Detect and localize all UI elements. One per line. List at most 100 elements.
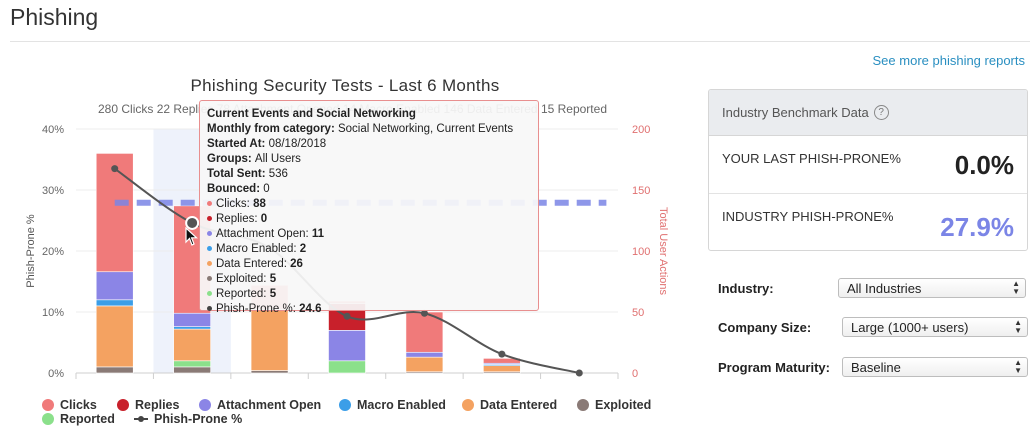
tooltip-series-label: Phish-Prone %:	[216, 303, 300, 315]
select-arrows-icon: ▲ ▼	[1014, 318, 1022, 335]
y2-tick-label: 0	[632, 368, 638, 380]
bar-macro-enabled	[95, 299, 134, 307]
tooltip-line-label: Groups:	[207, 153, 255, 165]
bar-exploited	[173, 366, 211, 374]
tooltip-line-value: 536	[268, 168, 288, 180]
mouse-cursor-icon	[185, 227, 199, 246]
program-maturity-select-value: Baseline	[851, 360, 901, 375]
your-phish-prone-label: YOUR LAST PHISH-PRONE%	[722, 151, 901, 166]
bar-clicks	[95, 153, 134, 273]
phish-prone-point	[498, 350, 506, 358]
legend-label: Phish-Prone %	[154, 412, 243, 426]
tooltip-series-label: Replies:	[216, 213, 261, 225]
bar-macro-enabled	[173, 326, 211, 330]
y2-axis-label: Total User Actions	[657, 207, 669, 296]
legend-item-exploited[interactable]: Exploited	[577, 398, 651, 412]
tooltip-series-label: Exploited:	[216, 273, 270, 285]
series-dot-icon	[207, 201, 212, 207]
legend-label: Data Entered	[480, 398, 558, 412]
page-title: Phishing	[10, 4, 99, 30]
industry-phish-prone-value: 27.9%	[940, 212, 1014, 242]
tooltip-series-value: 11	[311, 228, 325, 240]
tooltip-series-row: Macro Enabled: 2	[207, 242, 531, 257]
tooltip-series-label: Macro Enabled:	[216, 243, 300, 255]
bar-attachment-open	[95, 271, 134, 301]
your-phish-prone-row: YOUR LAST PHISH-PRONE% 0.0%	[709, 136, 1027, 193]
bar-data-entered	[95, 305, 134, 368]
legend-label: Clicks	[60, 398, 97, 412]
series-dot-icon	[207, 246, 212, 252]
bar-exploited	[250, 370, 289, 374]
bar-data-entered	[483, 365, 521, 373]
company-size-select[interactable]: Large (1000+ users) ▲ ▼	[842, 317, 1028, 337]
tooltip-series-value: 2	[299, 243, 307, 255]
y-axis-label: Phish-Prone %	[25, 214, 37, 288]
company-size-select-value: Large (1000+ users)	[851, 320, 969, 335]
legend-item-reported[interactable]: Reported	[42, 412, 115, 426]
tooltip-line-label: Bounced:	[207, 183, 264, 195]
program-maturity-filter: Program Maturity: Baseline ▲ ▼	[718, 357, 1028, 377]
tooltip-line: Groups: All Users	[207, 152, 531, 167]
tooltip-series-row: Attachment Open: 11	[207, 227, 531, 242]
bar-clicks	[405, 311, 444, 353]
benchmark-header: Industry Benchmark Data ?	[709, 90, 1027, 136]
y2-tick-label: 50	[632, 307, 644, 319]
legend-item-replies[interactable]: Replies	[117, 398, 179, 412]
series-dot-icon	[207, 231, 212, 237]
y-tick-label: 0%	[48, 368, 64, 380]
legend-swatch-icon	[117, 399, 129, 411]
legend-item-attachment-open[interactable]: Attachment Open	[199, 398, 321, 412]
bar-attachment-open	[405, 351, 444, 358]
legend-item-macro-enabled[interactable]: Macro Enabled	[339, 398, 446, 412]
question-circle-icon[interactable]: ?	[873, 105, 889, 120]
legend-swatch-icon	[462, 399, 474, 411]
company-size-filter: Company Size: Large (1000+ users) ▲ ▼	[718, 317, 1028, 337]
y-tick-label: 20%	[42, 246, 64, 258]
series-dot-icon	[207, 216, 212, 222]
y-tick-label: 30%	[42, 185, 64, 197]
tooltip-series-value: 24.6	[299, 303, 322, 315]
tooltip-line-value: Social Networking, Current Events	[337, 123, 514, 135]
industry-benchmark-card: Industry Benchmark Data ? YOUR LAST PHIS…	[708, 89, 1028, 251]
series-dot-icon	[207, 261, 212, 267]
bar-data-entered	[250, 309, 289, 371]
program-maturity-select[interactable]: Baseline ▲ ▼	[842, 357, 1028, 377]
legend-item-data-entered[interactable]: Data Entered	[462, 398, 557, 412]
industry-select[interactable]: All Industries ▲ ▼	[838, 278, 1026, 298]
legend-label: Exploited	[595, 398, 652, 412]
tooltip-series-value: 26	[290, 258, 303, 270]
bar-data-entered	[405, 356, 444, 373]
y-tick-label: 10%	[42, 307, 64, 319]
select-arrows-icon: ▲ ▼	[1014, 358, 1022, 375]
phish-prone-point	[185, 215, 200, 230]
tooltip-line-value: 0	[263, 183, 270, 195]
see-more-reports-link[interactable]: See more phishing reports	[872, 53, 1025, 68]
tooltip-series-label: Reported:	[216, 288, 270, 300]
legend-item-phish-prone[interactable]: Phish-Prone %	[134, 412, 242, 426]
legend-swatch-icon	[577, 399, 589, 411]
tooltip-line-label: Total Sent:	[207, 168, 269, 180]
tooltip-line-label: Monthly from category:	[207, 123, 338, 135]
phish-prone-point	[111, 165, 119, 173]
tooltip-series-value: 5	[269, 288, 277, 300]
industry-phish-prone-label: INDUSTRY PHISH-PRONE%	[722, 209, 894, 224]
bar-exploited	[95, 366, 134, 374]
legend-label: Reported	[60, 412, 115, 426]
tooltip-series-label: Data Entered:	[216, 258, 291, 270]
chart-tooltip: Current Events and Social Networking Mon…	[199, 100, 539, 315]
industry-select-value: All Industries	[847, 281, 922, 296]
phish-prone-point	[420, 309, 428, 317]
tooltip-line: Bounced: 0	[207, 182, 531, 197]
tooltip-line: Started At: 08/18/2018	[207, 137, 531, 152]
series-dot-icon	[207, 276, 212, 282]
title-divider	[10, 41, 1030, 42]
bar-reported	[328, 360, 366, 374]
chart-title: Phishing Security Tests - Last 6 Months	[190, 76, 500, 95]
y2-tick-label: 150	[632, 185, 650, 197]
tooltip-series-row: Replies: 0	[207, 212, 531, 227]
your-phish-prone-value: 0.0%	[954, 150, 1014, 180]
legend-label: Replies	[135, 398, 180, 412]
tooltip-series-row: Reported: 5	[207, 287, 531, 302]
tooltip-series-row: Phish-Prone %: 24.6	[207, 302, 531, 317]
legend-item-clicks[interactable]: Clicks	[42, 398, 97, 412]
